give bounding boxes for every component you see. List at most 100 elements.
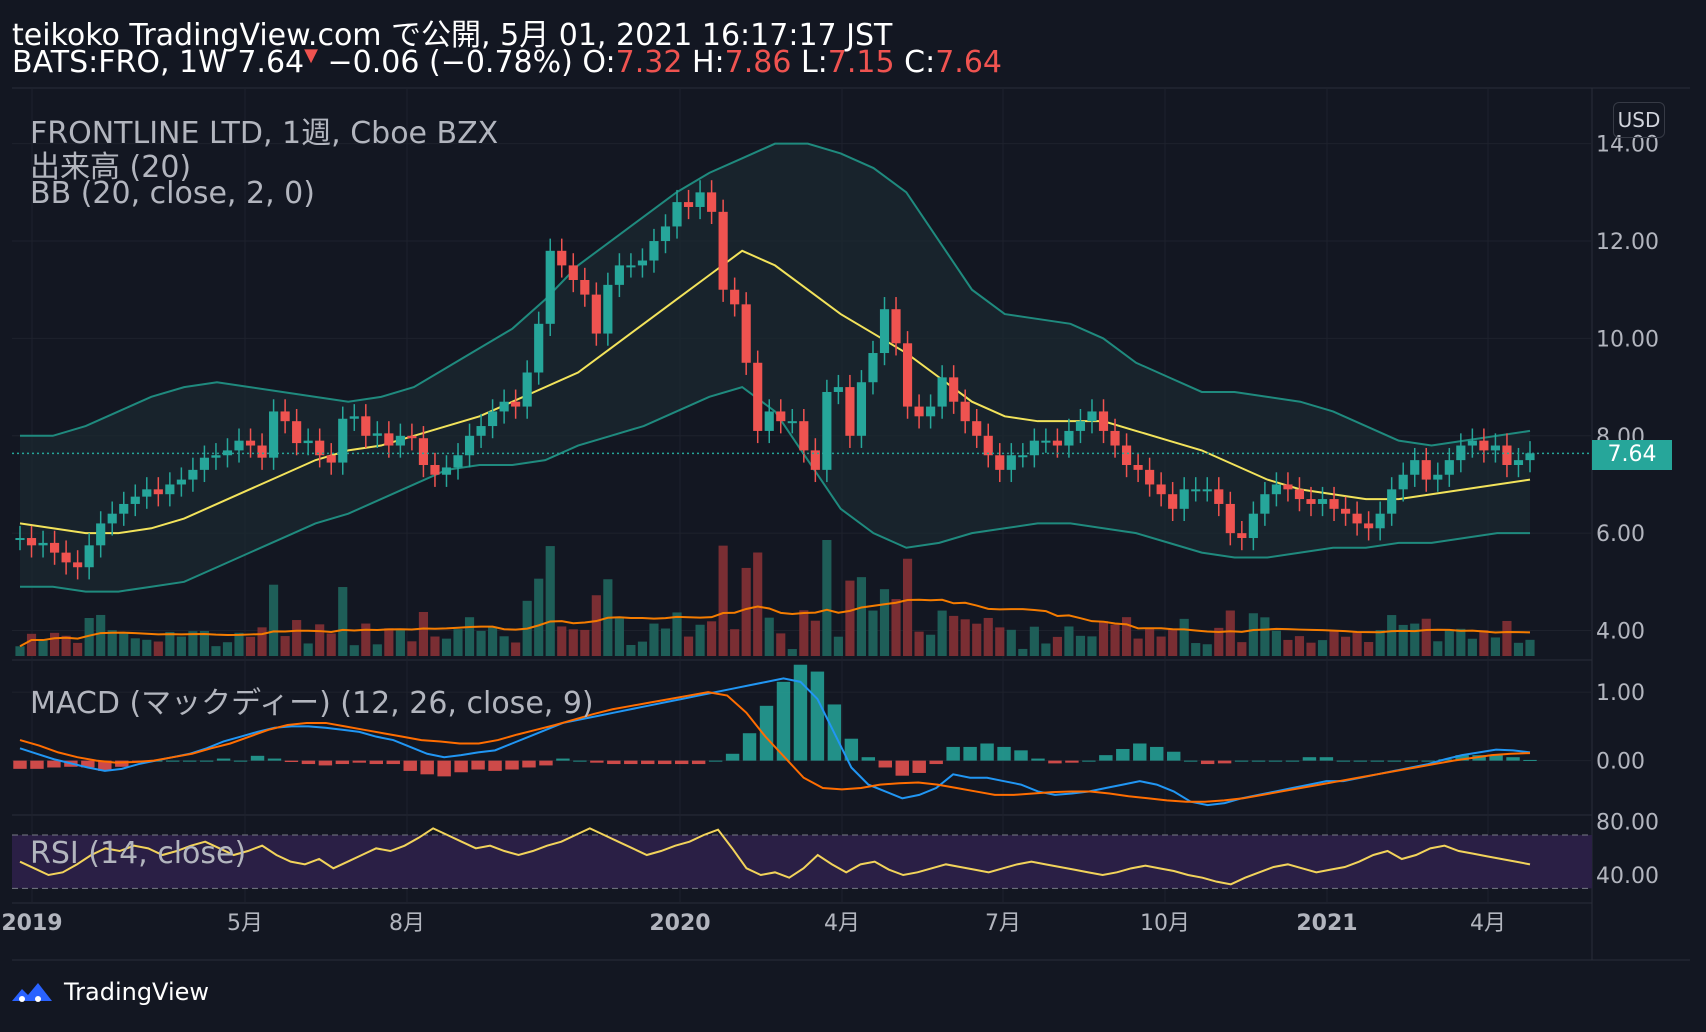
x-tick-label: 2021 xyxy=(1296,911,1357,936)
volume-bar xyxy=(1375,630,1385,656)
volume-bar xyxy=(868,610,878,656)
candle-body xyxy=(15,538,25,541)
candle-body xyxy=(822,391,832,470)
legend-rsi[interactable]: RSI (14, close) xyxy=(30,836,247,871)
x-tick-label: 8月 xyxy=(389,911,425,936)
volume-bar xyxy=(902,558,913,656)
candle-body xyxy=(614,265,624,285)
x-tick-label: 2020 xyxy=(649,911,710,936)
volume-bar xyxy=(464,617,475,656)
legend-volume[interactable]: 出来高 (20) xyxy=(30,150,192,185)
volume-bar xyxy=(407,641,417,656)
candle-body xyxy=(972,421,982,436)
volume-bar xyxy=(176,636,186,656)
volume-bar xyxy=(1364,642,1374,656)
volume-bar xyxy=(1444,630,1454,656)
macd-histogram-bar xyxy=(335,760,350,765)
macd-histogram-bar xyxy=(522,760,536,768)
macd-histogram-bar xyxy=(641,760,655,765)
macd-histogram-bar xyxy=(573,760,587,762)
candle-body xyxy=(395,435,405,446)
legend-macd[interactable]: MACD (マックディー) (12, 26, close, 9) xyxy=(30,686,594,721)
macd-histogram-bar xyxy=(454,760,468,773)
volume-bar xyxy=(511,642,521,656)
candle-body xyxy=(1087,411,1097,422)
volume-bar xyxy=(1306,642,1316,656)
footer-brand[interactable]: TradingView xyxy=(10,978,209,1006)
candle-body xyxy=(1387,489,1397,514)
macd-histogram-bar xyxy=(912,760,926,773)
volume-bar xyxy=(349,645,359,656)
candle-body xyxy=(1340,508,1351,514)
volume-bar xyxy=(972,623,982,656)
candle-body xyxy=(1260,494,1270,514)
volume-bar xyxy=(799,610,809,656)
candle-body xyxy=(488,411,498,427)
volume-bar xyxy=(1156,636,1166,656)
macd-histogram-bar xyxy=(1319,757,1334,761)
last-price-tag: 7.64 xyxy=(1592,440,1672,470)
macd-histogram-bar xyxy=(1116,748,1130,761)
volume-bar xyxy=(1329,630,1339,656)
macd-histogram-bar xyxy=(1404,760,1418,762)
candle-body xyxy=(914,406,924,417)
macd-histogram-bar xyxy=(1166,751,1181,761)
candle-body xyxy=(73,562,83,568)
x-tick-label: 4月 xyxy=(824,911,860,936)
volume-bar xyxy=(1271,630,1281,656)
volume-bar xyxy=(488,627,498,656)
macd-histogram-bar xyxy=(1150,746,1164,761)
volume-ma-line xyxy=(19,598,1531,648)
macd-histogram-bar xyxy=(810,671,825,761)
macd-histogram-bar xyxy=(1200,760,1215,765)
candle-body xyxy=(891,309,901,344)
candle-body xyxy=(949,377,959,402)
volume-bar xyxy=(211,646,221,656)
volume-bar xyxy=(1248,613,1258,656)
volume-bar xyxy=(326,633,336,656)
volume-bar xyxy=(949,615,959,656)
volume-bar xyxy=(499,636,509,656)
candle-body xyxy=(292,421,302,444)
legend-main[interactable]: FRONTLINE LTD, 1週, Cboe BZX xyxy=(30,116,499,151)
candle-body xyxy=(326,455,336,463)
volume-bar xyxy=(591,595,601,656)
macd-histogram-bar xyxy=(1387,760,1401,762)
candle-body xyxy=(349,416,359,419)
open-value: 7.32 xyxy=(615,45,683,80)
candle-body xyxy=(361,416,371,436)
volume-bar xyxy=(1479,630,1489,656)
macd-histogram-bar xyxy=(1048,760,1062,764)
volume-bar xyxy=(84,617,94,656)
candle-body xyxy=(730,289,740,305)
currency-button[interactable]: USD xyxy=(1613,102,1665,138)
candle-body xyxy=(1364,523,1374,529)
volume-bar xyxy=(1225,610,1235,656)
candle-body xyxy=(603,284,613,334)
tradingview-logo-icon xyxy=(12,983,52,1002)
candle-body xyxy=(995,455,1005,470)
volume-bar xyxy=(1064,626,1074,656)
candle-body xyxy=(211,455,221,458)
volume-bar xyxy=(372,644,382,656)
candle-body xyxy=(280,411,290,422)
symbol-interval[interactable]: BATS:FRO, 1W xyxy=(12,45,228,80)
bb-lower-line xyxy=(20,386,1530,593)
volume-bar xyxy=(1456,628,1466,656)
macd-histogram-bar xyxy=(420,760,434,775)
legend-bb[interactable]: BB (20, close, 2, 0) xyxy=(30,176,315,211)
volume-bar xyxy=(73,642,83,656)
volume-bar xyxy=(1237,642,1247,656)
candle-body xyxy=(1490,445,1500,451)
volume-bar xyxy=(1502,620,1512,656)
macd-histogram-bar xyxy=(488,760,502,771)
rsi-tick-label: 40.00 xyxy=(1596,864,1659,889)
candle-body xyxy=(453,455,463,468)
volume-bar xyxy=(476,630,486,656)
volume-bar xyxy=(1490,637,1500,656)
candle-body xyxy=(511,401,521,407)
rsi-line xyxy=(19,827,1531,886)
volume-bar xyxy=(753,552,763,656)
volume-bar xyxy=(1179,618,1189,656)
